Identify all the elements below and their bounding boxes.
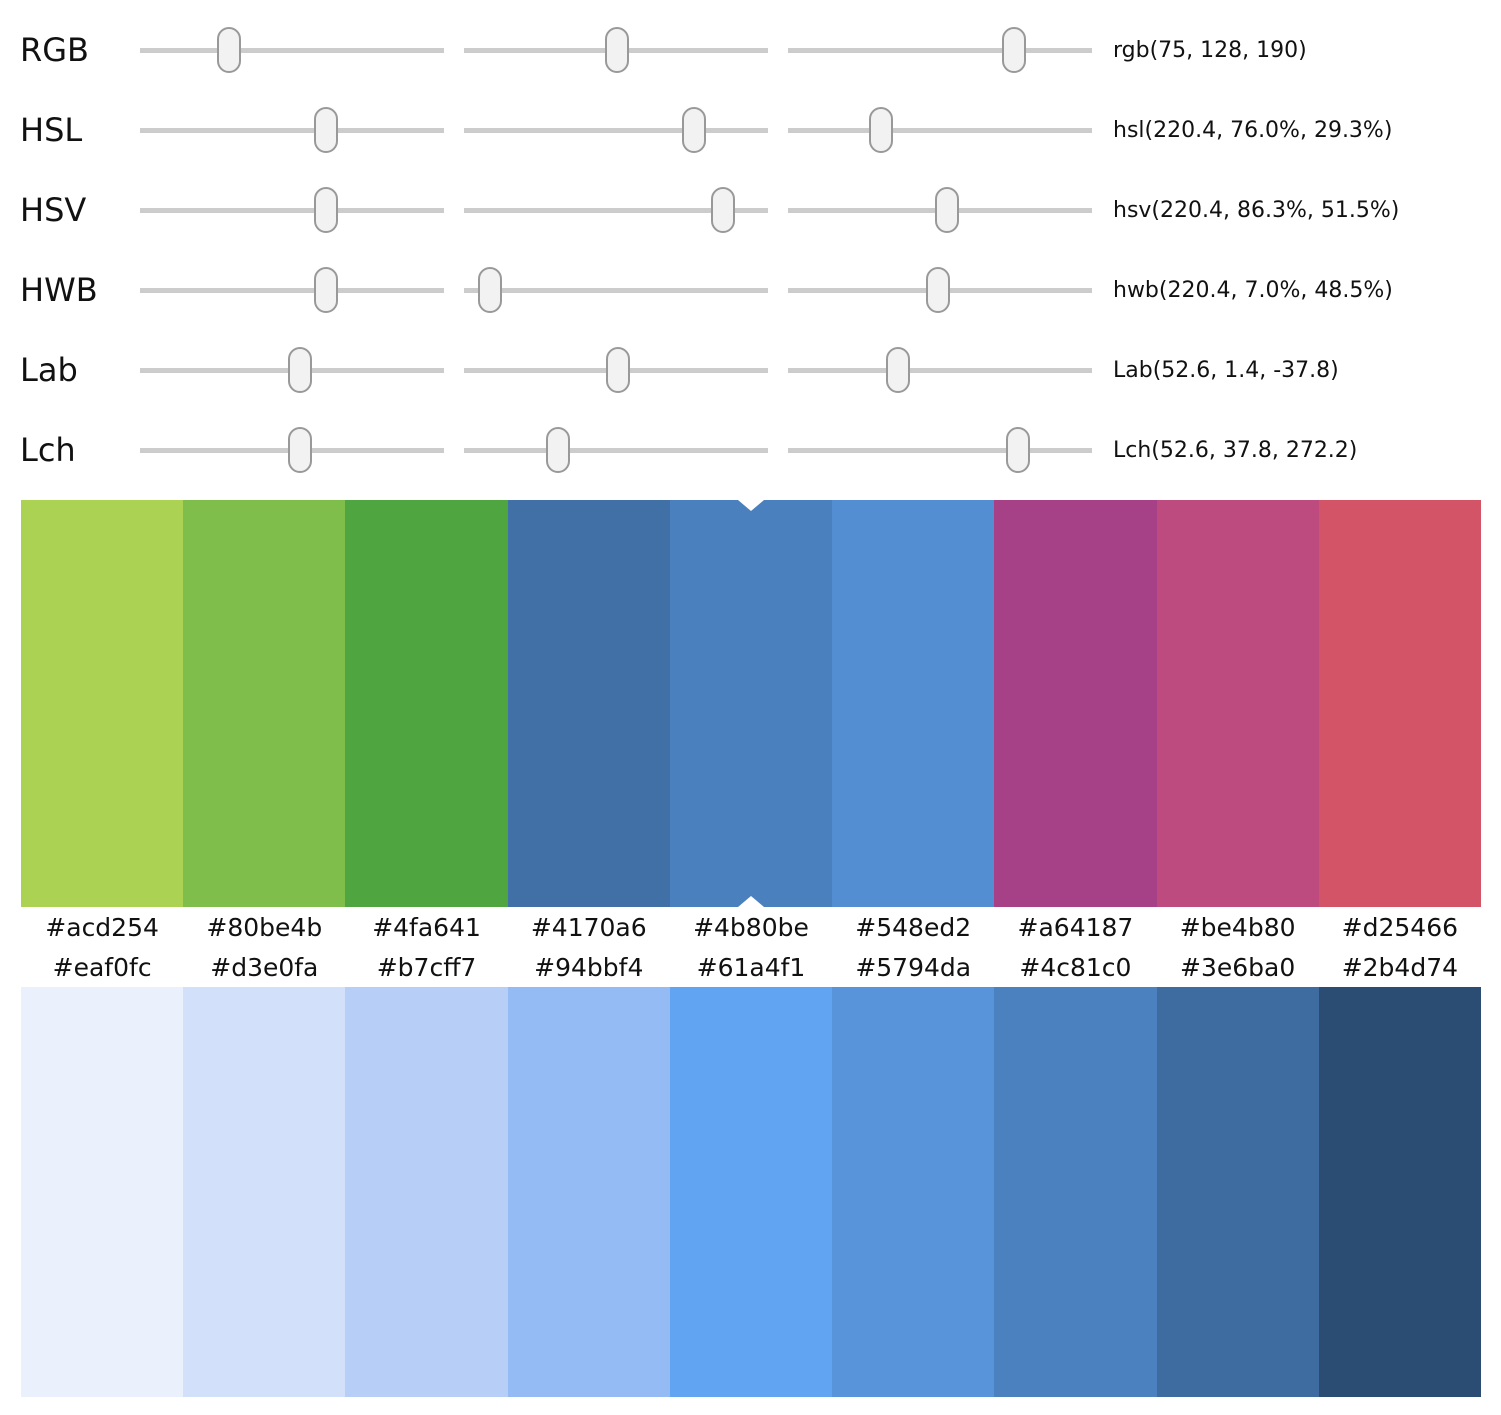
slider-thumb-3[interactable] bbox=[926, 267, 951, 313]
slider-track-2[interactable] bbox=[464, 107, 768, 153]
swatch-hex-label: #d3e0fa bbox=[210, 952, 319, 982]
swatch-hex-label: #d25466 bbox=[1341, 912, 1459, 942]
slider-thumb-2[interactable] bbox=[545, 427, 570, 473]
color-swatch[interactable] bbox=[345, 987, 508, 1397]
slider-track-3[interactable] bbox=[788, 187, 1092, 233]
slider-track-1[interactable] bbox=[140, 27, 444, 73]
swatch-hex-label: #4c81c0 bbox=[1019, 952, 1132, 982]
slider-track-3[interactable] bbox=[788, 27, 1092, 73]
slider-track-3[interactable] bbox=[788, 267, 1092, 313]
color-swatch[interactable] bbox=[832, 987, 995, 1397]
slider-thumb-3[interactable] bbox=[886, 347, 911, 393]
slider-track-1[interactable] bbox=[140, 347, 444, 393]
slider-track-1[interactable] bbox=[140, 427, 444, 473]
color-swatch[interactable] bbox=[994, 500, 1157, 907]
slider-thumb-2[interactable] bbox=[682, 107, 707, 153]
color-swatch[interactable] bbox=[669, 500, 833, 907]
slider-track-1[interactable] bbox=[140, 267, 444, 313]
color-value-text: hsl(220.4, 76.0%, 29.3%) bbox=[1113, 117, 1393, 143]
swatch-hex-label: #5794da bbox=[855, 952, 972, 982]
color-value-text: hwb(220.4, 7.0%, 48.5%) bbox=[1113, 277, 1393, 303]
color-value-text: hsv(220.4, 86.3%, 51.5%) bbox=[1113, 197, 1400, 223]
color-swatch[interactable] bbox=[183, 500, 346, 907]
slider-track-1[interactable] bbox=[140, 107, 444, 153]
slider-track-3[interactable] bbox=[788, 347, 1092, 393]
slider-thumb-3[interactable] bbox=[1005, 427, 1030, 473]
slider-track-2[interactable] bbox=[464, 347, 768, 393]
palette-section: #acd254 #80be4b #4fa641 #4170a6 #4b80be #548e… bbox=[21, 500, 1481, 1397]
swatch-hex-label: #b7cff7 bbox=[376, 952, 477, 982]
slider-row: RGB rgb(75, 128, 190) bbox=[0, 10, 1501, 90]
slider-track-3[interactable] bbox=[788, 427, 1092, 473]
color-model-label: HWB bbox=[20, 271, 98, 309]
color-model-label: HSV bbox=[20, 191, 87, 229]
color-model-label: Lab bbox=[20, 351, 78, 389]
color-model-label: Lch bbox=[20, 431, 76, 469]
slider-track-1[interactable] bbox=[140, 187, 444, 233]
slider-row: Lch Lch(52.6, 37.8, 272.2) bbox=[0, 410, 1501, 490]
color-swatch[interactable] bbox=[345, 500, 508, 907]
slider-thumb-3[interactable] bbox=[1002, 27, 1027, 73]
shade-palette bbox=[21, 987, 1481, 1397]
color-swatch[interactable] bbox=[507, 987, 670, 1397]
swatch-hex-label: #94bbf4 bbox=[534, 952, 644, 982]
color-swatch[interactable] bbox=[1156, 987, 1319, 1397]
swatch-hex-label: #4fa641 bbox=[372, 912, 481, 942]
swatch-hex-label: #a64187 bbox=[1017, 912, 1134, 942]
swatch-hex-label: #4170a6 bbox=[530, 912, 647, 942]
slider-row: HSV hsv(220.4, 86.3%, 51.5%) bbox=[0, 170, 1501, 250]
color-swatch[interactable] bbox=[669, 987, 833, 1397]
color-swatch[interactable] bbox=[21, 500, 184, 907]
slider-thumb-1[interactable] bbox=[314, 107, 339, 153]
swatch-hex-label: #61a4f1 bbox=[696, 952, 806, 982]
slider-track-3[interactable] bbox=[788, 107, 1092, 153]
slider-thumb-3[interactable] bbox=[868, 107, 893, 153]
slider-row: HWB hwb(220.4, 7.0%, 48.5%) bbox=[0, 250, 1501, 330]
slider-thumb-2[interactable] bbox=[604, 27, 629, 73]
color-swatch[interactable] bbox=[1318, 500, 1481, 907]
slider-track-2[interactable] bbox=[464, 187, 768, 233]
slider-thumb-1[interactable] bbox=[314, 187, 339, 233]
slider-thumb-1[interactable] bbox=[217, 27, 242, 73]
swatch-hex-label: #548ed2 bbox=[855, 912, 972, 942]
shade-palette-hex-labels: #eaf0fc #d3e0fa #b7cff7 #94bbf4 #61a4f1 #5794… bbox=[21, 947, 1481, 987]
slider-thumb-2[interactable] bbox=[477, 267, 502, 313]
slider-row: HSL hsl(220.4, 76.0%, 29.3%) bbox=[0, 90, 1501, 170]
slider-thumb-1[interactable] bbox=[287, 427, 312, 473]
color-swatch[interactable] bbox=[507, 500, 670, 907]
hue-palette-hex-labels: #acd254 #80be4b #4fa641 #4170a6 #4b80be #548e… bbox=[21, 907, 1481, 947]
color-swatch[interactable] bbox=[832, 500, 995, 907]
color-value-text: rgb(75, 128, 190) bbox=[1113, 37, 1307, 63]
slider-row: Lab Lab(52.6, 1.4, -37.8) bbox=[0, 330, 1501, 410]
slider-thumb-1[interactable] bbox=[314, 267, 339, 313]
color-value-text: Lch(52.6, 37.8, 272.2) bbox=[1113, 437, 1358, 463]
swatch-hex-label: #2b4d74 bbox=[1341, 952, 1459, 982]
color-swatch[interactable] bbox=[21, 987, 184, 1397]
slider-thumb-1[interactable] bbox=[287, 347, 312, 393]
color-swatch[interactable] bbox=[183, 987, 346, 1397]
slider-track-2[interactable] bbox=[464, 427, 768, 473]
color-model-label: RGB bbox=[20, 31, 89, 69]
slider-thumb-3[interactable] bbox=[934, 187, 959, 233]
color-swatch[interactable] bbox=[1156, 500, 1319, 907]
slider-track-2[interactable] bbox=[464, 27, 768, 73]
color-value-text: Lab(52.6, 1.4, -37.8) bbox=[1113, 357, 1339, 383]
swatch-hex-label: #acd254 bbox=[45, 912, 159, 942]
slider-thumb-2[interactable] bbox=[606, 347, 631, 393]
swatch-hex-label: #4b80be bbox=[693, 912, 809, 942]
hue-palette bbox=[21, 500, 1481, 907]
swatch-hex-label: #3e6ba0 bbox=[1180, 952, 1296, 982]
color-model-label: HSL bbox=[20, 111, 83, 149]
slider-track-2[interactable] bbox=[464, 267, 768, 313]
swatch-hex-label: #eaf0fc bbox=[52, 952, 152, 982]
slider-thumb-2[interactable] bbox=[711, 187, 735, 233]
swatch-hex-label: #be4b80 bbox=[1179, 912, 1296, 942]
swatch-hex-label: #80be4b bbox=[206, 912, 323, 942]
slider-panel: RGB rgb(75, 128, 190) HSL hsl(220.4, 76.… bbox=[0, 0, 1501, 490]
color-swatch[interactable] bbox=[994, 987, 1157, 1397]
color-swatch[interactable] bbox=[1318, 987, 1481, 1397]
